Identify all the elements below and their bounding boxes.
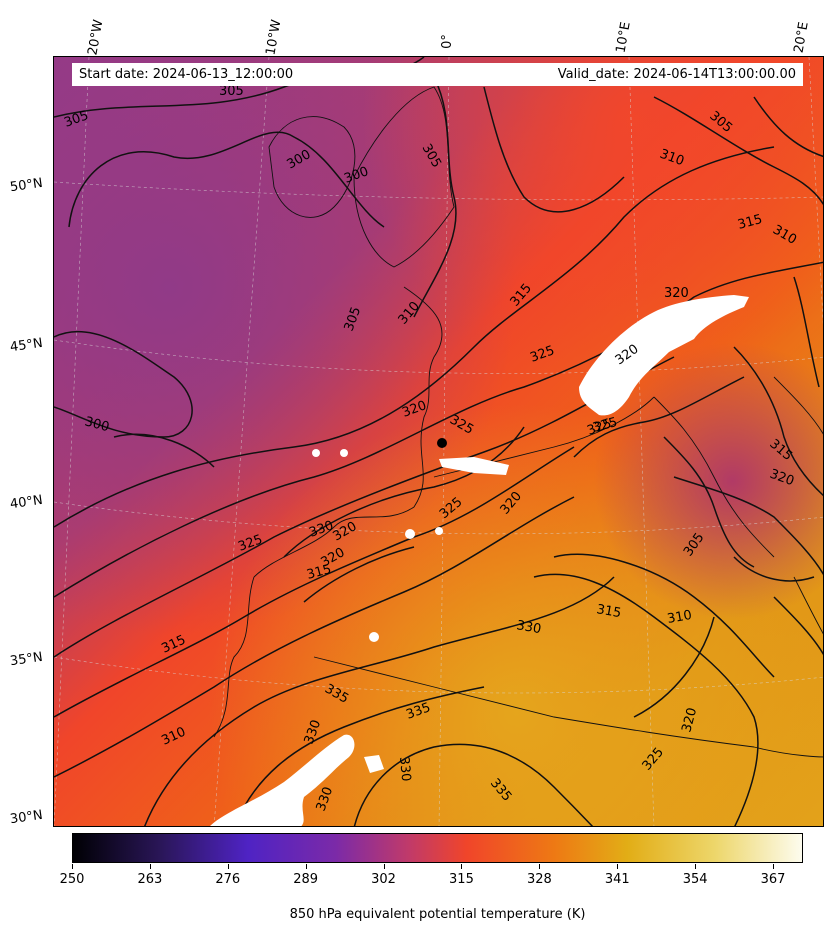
lat-label-35n: 35°N [9,649,44,670]
colorbar-tick [695,864,697,869]
terrain-mask [210,295,749,826]
lat-label-50n: 50°N [9,175,44,196]
colorbar-tick-label: 276 [215,872,241,887]
black-spot [437,438,447,448]
contour-label: 310 [666,608,693,627]
mask-spot-4 [435,527,443,535]
colorbar-tick-label: 315 [449,872,474,887]
colorbar-tick-label: 302 [371,872,396,887]
colorbar-tick [539,864,541,869]
contour-lines [54,57,823,826]
valid-date-text: Valid_date: 2024-06-14T13:00:00.00 [557,67,796,82]
colorbar-tick-label: 250 [59,872,85,887]
colorbar-tick [773,864,775,869]
contour-label: 320 [664,286,689,301]
colorbar-tick [617,864,619,869]
colorbar-tick-label: 263 [137,872,163,887]
mask-pyrenees [439,457,509,475]
colorbar-tick [72,864,73,869]
colorbar-tick-label: 341 [604,872,630,887]
colorbar-tick [227,864,229,869]
coastlines [213,86,823,758]
colorbar-tick [149,864,151,869]
contour-label: 330 [515,618,542,637]
colorbar [72,833,803,863]
lat-label-30n: 30°N [9,807,44,828]
lon-label-20w: 20°W [85,18,107,57]
contour-label: 330 [396,756,413,782]
mask-atlas [210,734,355,826]
contour-label: 315 [595,602,622,621]
map-panel[interactable]: 305 305 305 300 300 305 310 305 315 310 … [53,56,824,827]
mask-spot-2 [340,449,348,457]
mask-spot-5 [369,632,379,642]
contour-label: 315 [736,212,764,233]
colorbar-tick [383,864,385,869]
colorbar-tick-label: 354 [682,872,708,887]
colorbar-tick-label: 367 [760,872,786,887]
contour-label: 320 [679,706,700,734]
contour-label: 325 [591,415,619,436]
lon-label-20e: 20°E [791,20,812,55]
start-date-text: Start date: 2024-06-13_12:00:00 [79,67,294,82]
colorbar-tick-label: 328 [526,872,552,887]
colorbar-tick [461,864,463,869]
lon-label-10w: 10°W [263,18,285,57]
contour-label: 315 [305,562,333,583]
mask-spot-1 [312,449,320,457]
mask-alps [579,295,749,416]
contour-label: 305 [219,84,244,99]
lon-label-10e: 10°E [613,20,634,55]
lat-label-40n: 40°N [9,492,44,513]
contour-label: 300 [83,414,111,435]
date-header: Start date: 2024-06-13_12:00:00 Valid_da… [72,63,803,86]
mask-spot-3 [405,529,415,539]
lon-label-0: 0° [439,34,455,49]
map-svg: 305 305 305 300 300 305 310 305 315 310 … [54,57,823,826]
colorbar-title: 850 hPa equivalent potential temperature… [289,907,586,922]
colorbar-gradient [73,834,802,862]
colorbar-tick-label: 289 [293,872,319,887]
mask-atlas-east [364,755,384,773]
lat-label-45n: 45°N [9,335,44,356]
colorbar-tick [305,864,307,869]
